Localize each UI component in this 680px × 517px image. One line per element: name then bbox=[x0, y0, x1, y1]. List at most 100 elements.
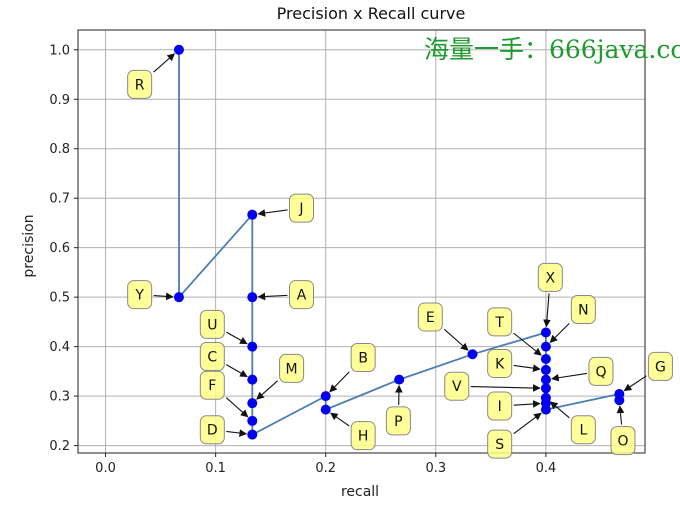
y-tick-label: 0.9 bbox=[49, 93, 70, 108]
annotation-arrow-M bbox=[256, 380, 278, 400]
data-point-X bbox=[540, 327, 551, 338]
annotation-arrow-Q bbox=[551, 372, 588, 382]
annotation-arrow-N bbox=[549, 323, 570, 343]
data-point-K bbox=[540, 364, 551, 375]
grid bbox=[78, 30, 645, 453]
annotation-label-B: B bbox=[358, 351, 368, 367]
annotation-box-I bbox=[487, 391, 513, 421]
data-point-O bbox=[614, 395, 625, 406]
data-point-T bbox=[540, 354, 551, 364]
annotation-label-H: H bbox=[358, 429, 369, 445]
annotation-label-S: S bbox=[495, 437, 504, 453]
annotation-box-B bbox=[350, 343, 376, 373]
annotation-label-X: X bbox=[546, 270, 556, 286]
annotation-label-Y: Y bbox=[134, 288, 144, 304]
annotation-arrow-G bbox=[623, 375, 647, 392]
data-point-R bbox=[173, 44, 184, 55]
annotation-arrow-T bbox=[513, 332, 542, 356]
annotation-arrow-S bbox=[513, 412, 542, 435]
annotation-arrow-O bbox=[616, 405, 625, 425]
annotation-label-R: R bbox=[135, 77, 145, 93]
annotation-label-M: M bbox=[286, 361, 298, 377]
annotation-box-V bbox=[444, 371, 470, 401]
annotation-labels: R Y J A U C M F D B H P E T K V I S X N Q L G O bbox=[127, 69, 673, 459]
annotation-arrow-J bbox=[257, 209, 288, 217]
y-tick-label: 0.5 bbox=[49, 291, 70, 306]
chart-title: Precision x Recall curve bbox=[277, 4, 466, 23]
annotation-label-K: K bbox=[495, 356, 505, 372]
annotation-arrow-R bbox=[153, 53, 176, 73]
annotation-label-V: V bbox=[452, 379, 462, 395]
annotation-label-L: L bbox=[579, 423, 587, 439]
annotation-label-O: O bbox=[617, 434, 628, 450]
annotation-label-D: D bbox=[207, 423, 218, 439]
data-point-L bbox=[540, 392, 551, 403]
data-point-Y bbox=[173, 292, 184, 303]
annotation-box-L bbox=[570, 415, 596, 445]
annotation-box-P bbox=[385, 406, 411, 436]
annotation-arrow-E bbox=[443, 328, 469, 351]
x-tick-label: 0.0 bbox=[95, 461, 116, 476]
annotation-box-Q bbox=[588, 356, 614, 386]
annotation-label-N: N bbox=[578, 303, 588, 319]
annotation-label-A: A bbox=[297, 288, 307, 304]
watermark-text: 海量一手：666java.com bbox=[424, 35, 680, 64]
annotation-arrow-F bbox=[225, 397, 249, 418]
annotation-arrow-D bbox=[226, 429, 248, 437]
data-point-D bbox=[247, 429, 258, 440]
data-point-M bbox=[247, 398, 258, 409]
data-point-B bbox=[320, 391, 331, 402]
x-axis-label: recall bbox=[341, 484, 379, 500]
annotation-box-Y bbox=[127, 280, 153, 310]
y-tick-label: 0.2 bbox=[49, 439, 70, 454]
annotation-arrow-B bbox=[329, 371, 350, 393]
annotation-box-E bbox=[417, 302, 443, 332]
annotation-box-S bbox=[487, 429, 513, 459]
data-point-H bbox=[320, 404, 331, 415]
data-point-P bbox=[394, 374, 405, 385]
y-tick-label: 0.4 bbox=[49, 340, 70, 355]
annotation-box-G bbox=[647, 351, 673, 381]
annotation-arrows bbox=[153, 53, 647, 437]
annotation-arrow-Y bbox=[153, 292, 174, 301]
annotation-arrow-A bbox=[257, 292, 288, 301]
x-tick-label: 0.1 bbox=[205, 461, 226, 476]
x-tick-label: 0.4 bbox=[536, 461, 557, 476]
data-point-V bbox=[540, 383, 551, 394]
annotation-box-C bbox=[199, 342, 225, 372]
data-point-E bbox=[467, 349, 478, 360]
annotation-label-G: G bbox=[655, 359, 666, 375]
annotation-arrow-K bbox=[513, 364, 541, 372]
y-tick-label: 0.7 bbox=[49, 192, 70, 207]
annotation-box-D bbox=[199, 415, 225, 445]
annotation-box-N bbox=[570, 295, 596, 325]
annotation-box-T bbox=[487, 307, 513, 337]
annotation-arrow-U bbox=[226, 331, 248, 345]
annotation-box-X bbox=[537, 262, 563, 292]
annotation-label-J: J bbox=[298, 201, 303, 217]
annotation-label-C: C bbox=[207, 350, 217, 366]
annotation-arrow-H bbox=[330, 412, 350, 427]
annotation-box-A bbox=[288, 280, 314, 310]
annotation-arrow-V bbox=[470, 384, 541, 392]
y-axis-label: precision bbox=[21, 214, 37, 277]
data-point-U bbox=[247, 341, 258, 352]
annotation-label-E: E bbox=[426, 310, 435, 326]
annotation-arrow-I bbox=[513, 400, 541, 408]
data-point-A bbox=[247, 292, 258, 303]
annotation-label-U: U bbox=[207, 317, 217, 333]
data-point-J bbox=[247, 209, 258, 220]
annotation-box-U bbox=[199, 309, 225, 339]
plot-area-frame bbox=[77, 29, 646, 454]
annotation-arrow-X bbox=[543, 293, 551, 328]
y-tick-label: 0.8 bbox=[49, 142, 70, 157]
annotation-label-Q: Q bbox=[595, 364, 606, 380]
annotation-arrow-L bbox=[549, 401, 570, 419]
annotation-label-P: P bbox=[394, 414, 402, 430]
annotation-label-F: F bbox=[208, 378, 216, 394]
annotation-box-O bbox=[610, 426, 636, 456]
data-point-C bbox=[247, 374, 258, 385]
data-point-S bbox=[540, 404, 551, 415]
x-tick-label: 0.3 bbox=[425, 461, 446, 476]
